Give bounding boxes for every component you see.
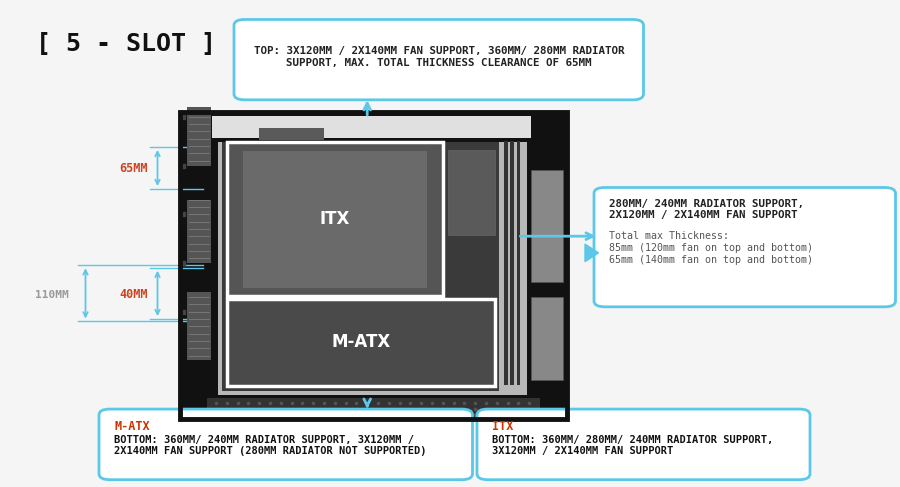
- Text: BOTTOM: 360MM/ 240MM RADIATOR SUPPORT, 3X120MM /
2X140MM FAN SUPPORT (280MM RADI: BOTTOM: 360MM/ 240MM RADIATOR SUPPORT, 3…: [114, 435, 427, 456]
- Bar: [212, 116, 531, 138]
- Bar: [180, 112, 567, 419]
- Bar: [180, 112, 567, 419]
- Bar: [180, 112, 567, 142]
- Text: ITX: ITX: [320, 210, 350, 228]
- Text: M-ATX: M-ATX: [114, 420, 150, 433]
- Text: [ 5 - SLOT ]: [ 5 - SLOT ]: [36, 32, 216, 56]
- Text: Total max Thickness:
85mm (120mm fan on top and bottom)
65mm (140mm fan on top a: Total max Thickness: 85mm (120mm fan on …: [609, 231, 814, 264]
- Bar: [227, 299, 495, 386]
- FancyBboxPatch shape: [234, 19, 644, 100]
- Bar: [187, 200, 211, 263]
- Polygon shape: [585, 244, 598, 262]
- Bar: [510, 141, 514, 385]
- FancyBboxPatch shape: [99, 409, 473, 480]
- Bar: [207, 398, 540, 416]
- FancyBboxPatch shape: [477, 409, 810, 480]
- Bar: [447, 150, 495, 235]
- Bar: [526, 112, 567, 419]
- Bar: [180, 419, 196, 430]
- Bar: [531, 297, 562, 380]
- Bar: [180, 395, 567, 419]
- Bar: [517, 141, 520, 385]
- Bar: [243, 151, 427, 287]
- Text: BOTTOM: 360MM/ 280MM/ 240MM RADIATOR SUPPORT,
3X120MM / 2X140MM FAN SUPPORT: BOTTOM: 360MM/ 280MM/ 240MM RADIATOR SUP…: [492, 435, 773, 456]
- Text: 280MM/ 240MM RADIATOR SUPPORT,
2X120MM / 2X140MM FAN SUPPORT: 280MM/ 240MM RADIATOR SUPPORT, 2X120MM /…: [609, 199, 805, 220]
- Bar: [187, 292, 211, 360]
- Bar: [259, 128, 324, 140]
- Text: 40MM: 40MM: [119, 288, 148, 301]
- Bar: [504, 141, 508, 385]
- Text: M-ATX: M-ATX: [331, 333, 391, 351]
- Text: 110MM: 110MM: [35, 290, 69, 300]
- Text: ITX: ITX: [492, 420, 514, 433]
- FancyBboxPatch shape: [594, 187, 896, 307]
- Bar: [531, 170, 562, 282]
- Bar: [187, 107, 211, 166]
- Bar: [180, 112, 218, 419]
- Bar: [551, 419, 567, 430]
- Text: TOP: 3X120MM / 2X140MM FAN SUPPORT, 360MM/ 280MM RADIATOR
SUPPORT, MAX. TOTAL TH: TOP: 3X120MM / 2X140MM FAN SUPPORT, 360M…: [254, 46, 624, 68]
- Text: 65MM: 65MM: [119, 162, 148, 174]
- Bar: [222, 142, 500, 391]
- Bar: [227, 142, 443, 296]
